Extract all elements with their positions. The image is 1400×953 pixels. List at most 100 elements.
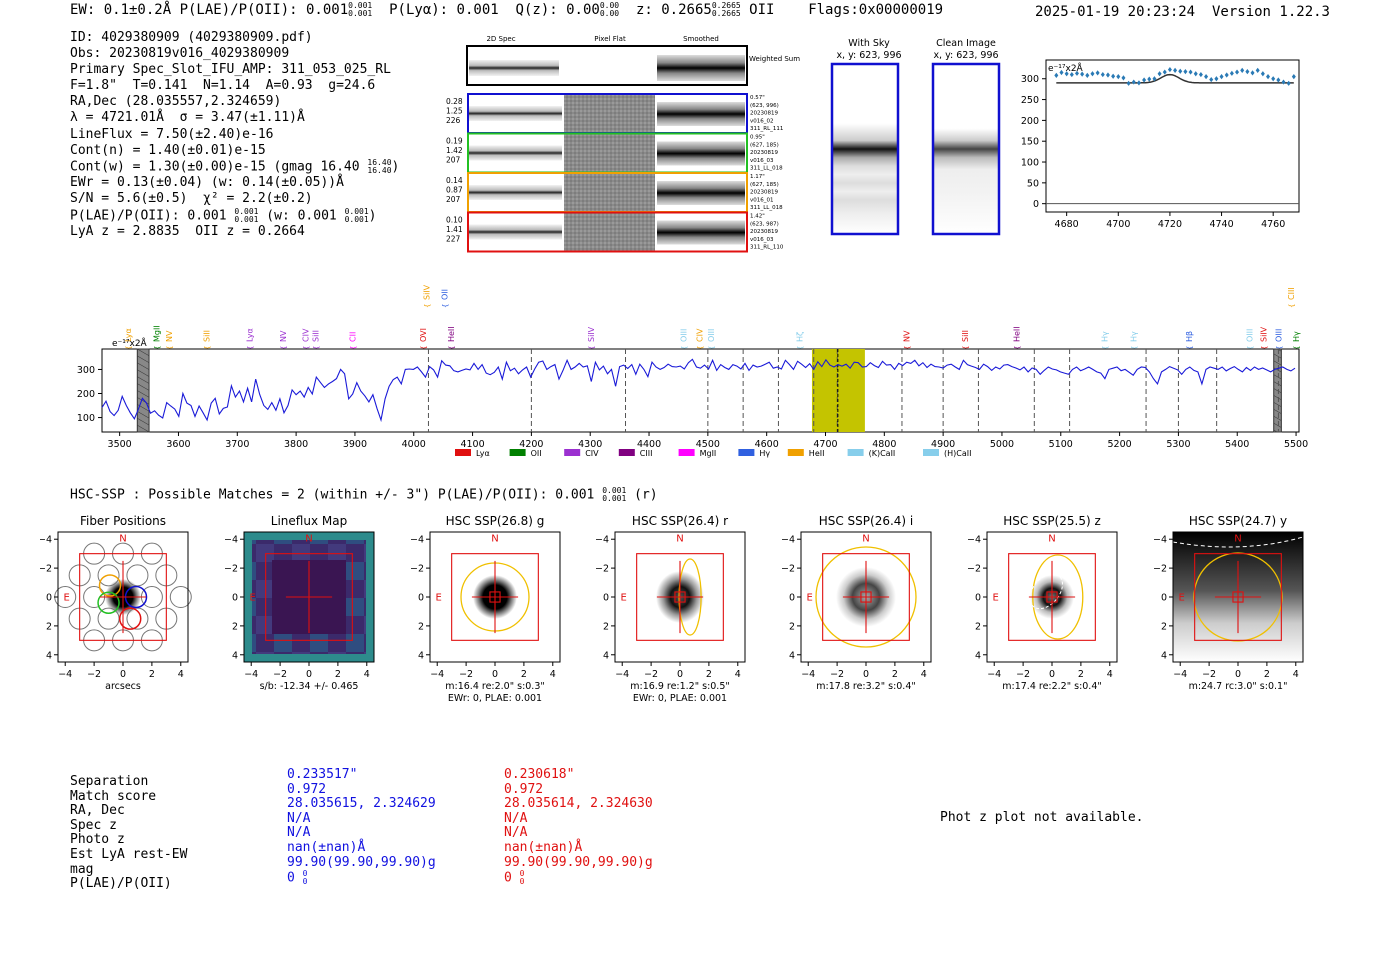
legend-swatch [455, 449, 471, 456]
info-gmag-frac: 16.40 16.40 [367, 157, 392, 175]
a-match-score: 0.972 [287, 781, 327, 797]
panel-ytick-label: −2 [224, 564, 238, 575]
catalog-ellipse [1172, 536, 1304, 548]
panel-ytick-label: −2 [967, 564, 981, 575]
cutout-right-value: (627, 185) [750, 182, 779, 188]
emission-line-brace: { [313, 346, 321, 350]
emission-line-brace: { [303, 346, 311, 350]
panel-xtick-label: −4 [615, 669, 629, 680]
center-marker [1232, 591, 1244, 603]
full-xtick-label: 5300 [1166, 439, 1190, 450]
zoom-point [1126, 80, 1131, 86]
zoom-point [1152, 76, 1157, 82]
panel-xtick-label: −2 [459, 669, 473, 680]
b-separation: 0.230618" [504, 767, 575, 782]
zoom-point [1214, 76, 1219, 82]
emission-line-label: Hγ [1100, 331, 1109, 342]
cutout-right-value: v016_03 [750, 237, 774, 243]
emission-line-label: OVI [419, 328, 428, 342]
emission-line-label: OIII [1274, 329, 1283, 342]
weighted-sum-2dspec [469, 60, 559, 76]
panel-xtick-label: −4 [801, 669, 815, 680]
zoom-ytick-label: 300 [1021, 74, 1039, 85]
image-panel: HSC SSP(25.5) z N E −4 −4 −2 −2 0 0 2 2 4 4 m:17.4 re… [967, 514, 1118, 692]
image-panel: HSC SSP(26.4) i N E −4 −4 −2 −2 0 0 2 2 4 4 m:17.8 re… [781, 514, 932, 692]
north-label: N [305, 533, 312, 544]
shaded-regions [136, 348, 1282, 433]
east-label: E [1179, 593, 1185, 604]
legend-label: CIII [640, 449, 653, 458]
cutout-right-value: 20230819 [750, 150, 778, 156]
zoom-point [1105, 72, 1110, 78]
panel-xtick-label: 4 [178, 669, 184, 680]
panel-ytick-label: 4 [46, 650, 52, 661]
panel-xtick-label: −4 [244, 669, 258, 680]
search-box [79, 553, 167, 641]
panel-xtick-label: 4 [921, 669, 927, 680]
emission-line-brace: { [697, 346, 705, 350]
full-ytick-label: 100 [77, 413, 95, 424]
image-panel: Lineflux Map N E −4 −4 −2 −2 0 0 2 2 4 4 s/b: -12.34 … [224, 514, 375, 692]
panel-ytick-label: 0 [1161, 593, 1167, 604]
zoom-point [1085, 72, 1090, 79]
full-xtick-label: 3700 [225, 439, 249, 450]
zoom-point [1255, 67, 1260, 74]
emission-line-label: SiIV [1260, 326, 1269, 342]
info-plae: P(LAE)/P(OII): 0.001 [70, 208, 227, 224]
zoom-point [1193, 71, 1198, 77]
panel-ytick-label: 0 [46, 593, 52, 604]
info-lambda: λ = 4721.01Å σ = 3.47(±1.11)Å [70, 110, 305, 126]
legend-label: OII [531, 449, 542, 458]
fiber-circle [97, 564, 120, 587]
center-marker [1046, 591, 1058, 603]
panel-xtick-label: 0 [1235, 669, 1241, 680]
panel-xtick-label: −2 [644, 669, 658, 680]
panel-ytick-label: 0 [232, 593, 238, 604]
panel-ytick-label: 2 [418, 621, 424, 632]
emission-line-brace: { [1247, 346, 1255, 350]
zoom-ytick-label: 100 [1021, 158, 1039, 169]
emission-line-label: NV [903, 330, 912, 342]
north-label: N [1048, 533, 1055, 544]
zoom-point [1188, 69, 1193, 75]
cutout-right-value: 0.95" [750, 135, 765, 141]
zoom-data-points [1054, 66, 1296, 86]
a-photo-z: N/A [287, 825, 311, 841]
emission-line-label: NV [279, 330, 288, 342]
col-header-2dspec: 2D Spec [486, 35, 515, 43]
cutout-right-value: 20230819 [750, 111, 778, 117]
fiber-circle [126, 607, 149, 630]
emission-line-brace: { [1293, 346, 1301, 350]
header-summary: EW: 0.1±0.2Å P(LAE)/P(OII): 0.0010.001 0.… [70, 2, 943, 19]
info-cont-n: Cont(n) = 1.40(±0.01)e-15 [70, 142, 266, 158]
panel-xtick-label: −2 [273, 669, 287, 680]
cutout-left-value: 1.42 [446, 146, 463, 155]
info-plae-w-frac: 0.001 0.001 [344, 206, 369, 224]
emission-line-labels: Lyα{MgII{NV{SiII{Lyα{NV{CIV{SiII{CII{OVI… [124, 284, 1301, 350]
full-xtick-label: 4000 [402, 439, 426, 450]
north-label: N [862, 533, 869, 544]
zoom-point [1131, 79, 1136, 85]
cutout-pixelflat [564, 95, 655, 132]
masked-region [136, 348, 150, 433]
zoom-point [1204, 74, 1209, 80]
panel-caption: m:16.4 re:2.0" s:0.3" [445, 681, 545, 692]
zoom-point [1054, 72, 1059, 79]
east-label: E [807, 593, 813, 604]
zoom-point [1209, 76, 1214, 83]
emission-line-brace: { [125, 346, 133, 350]
zoom-point [1147, 76, 1152, 82]
cutout-2dspec [469, 145, 562, 161]
panel-xtick-label: −4 [1173, 669, 1187, 680]
cutout-right-value: 311_RL_110 [750, 245, 784, 251]
panel-caption: m:17.4 re:2.2" s:0.4" [1002, 681, 1102, 692]
panel-caption: s/b: -12.34 +/- 0.465 [260, 681, 359, 692]
cutout-right-value: 20230819 [750, 190, 778, 196]
aperture-ellipse [1193, 552, 1283, 642]
panel-xtick-label: 4 [1107, 669, 1113, 680]
full-xtick-label: 4600 [755, 439, 779, 450]
image-panels: Fiber Positions N E −4 −4 −2 −2 0 0 2 2 4 4 arcsecs Li… [40, 514, 1304, 704]
emission-line-brace: { [424, 304, 432, 308]
info-ewr: EWr = 0.13(±0.04) (w: 0.14(±0.05))Å [70, 175, 344, 191]
cutout-left-value: 0.10 [446, 216, 463, 225]
